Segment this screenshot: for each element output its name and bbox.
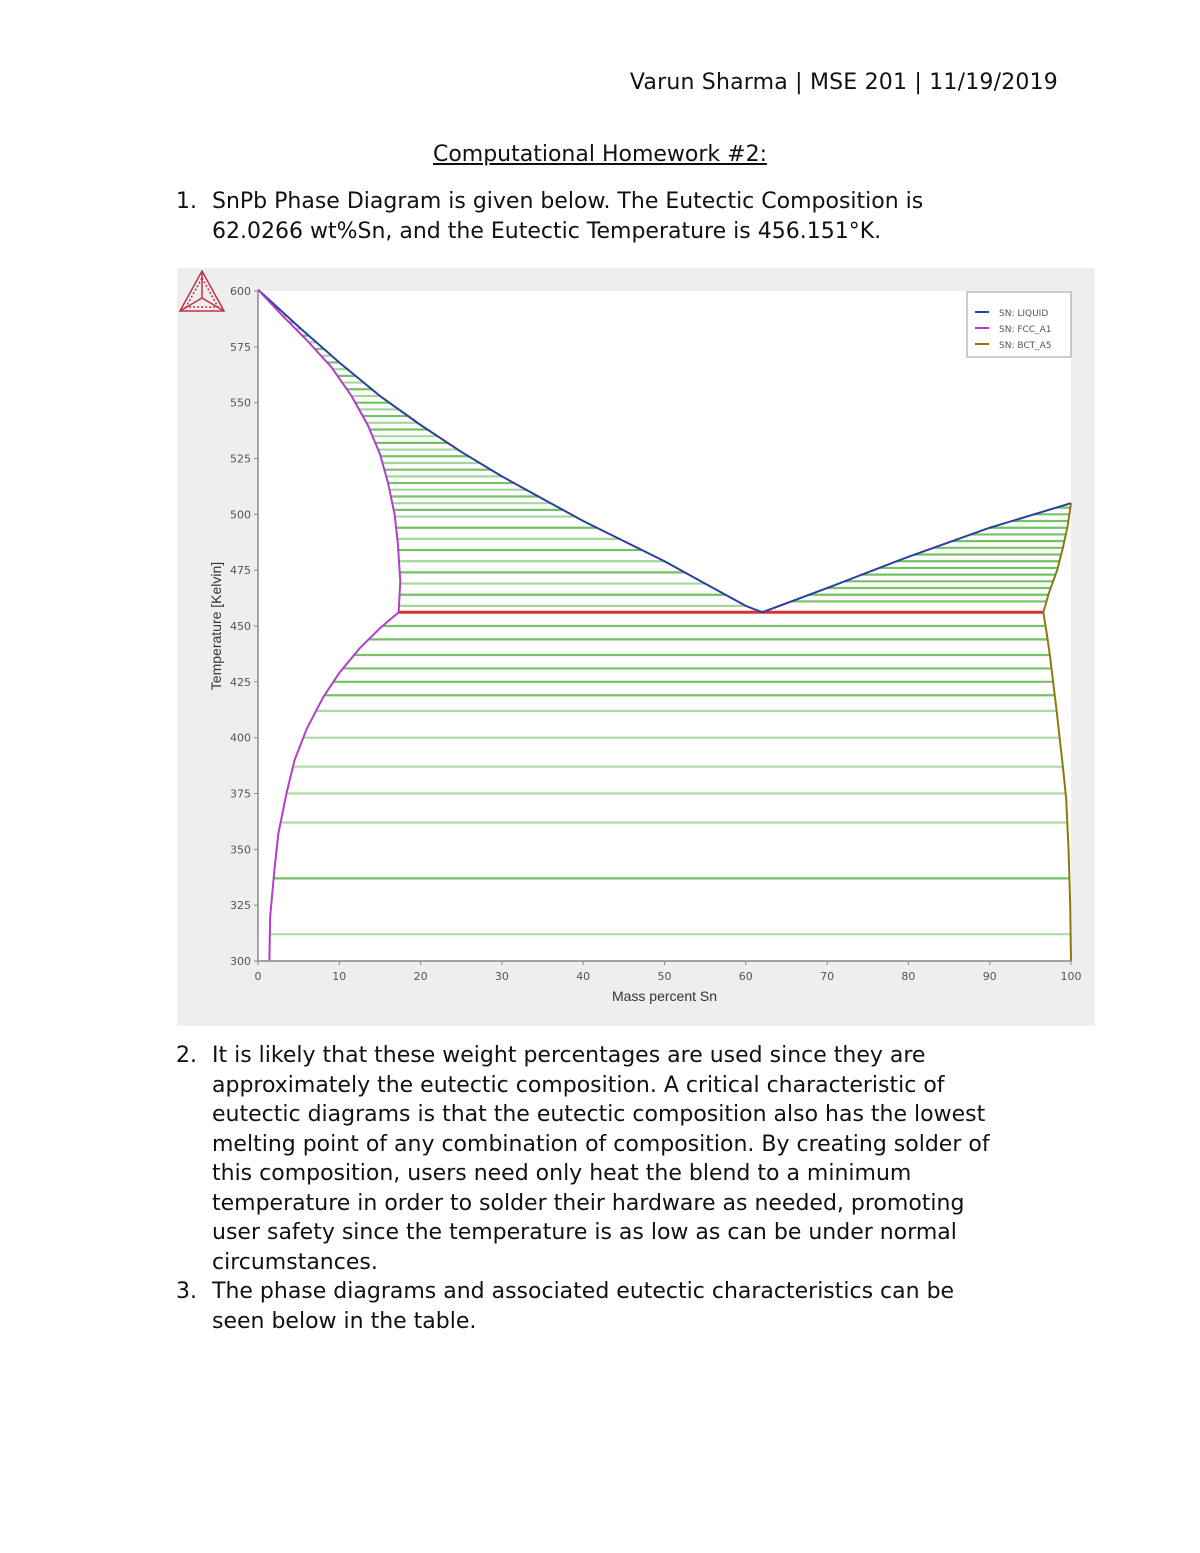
y-tick-label: 575 [230,341,251,354]
x-tick-label: 60 [739,970,753,983]
list-item-3: 3. The phase diagrams and associated eut… [176,1279,955,1334]
phase-diagram-figure: 300 325 350 375 400 425 450 475 500 525 550 575 600 0… [177,268,1095,1026]
legend-entry: SN: LIQUID [999,309,1048,319]
x-axis-label: Mass percent Sn [612,988,717,1004]
list-item-1: 1. SnPb Phase Diagram is given below. Th… [176,189,924,244]
y-tick-label: 425 [230,676,251,689]
y-axis-label: Temperature [Kelvin] [208,562,224,690]
liquidus-curve [257,288,1072,614]
bct-a5-curve [1042,503,1072,962]
y-tick-label: 325 [230,899,251,912]
y-tick-label: 475 [230,564,251,577]
thermo-calc-logo-icon [178,269,226,312]
y-tick-label: 525 [230,453,251,466]
y-tick-label: 375 [230,788,251,801]
legend-entry: SN: BCT_A5 [999,341,1052,351]
legend-entry: SN: FCC_A1 [999,325,1051,335]
page-title: Computational Homework #2: [432,142,768,167]
y-tick-label: 300 [230,955,251,968]
y-tick-label: 450 [230,620,251,633]
y-tick-label: 550 [230,397,251,410]
fcc-a1-curve [257,288,402,962]
x-tick-label: 100 [1061,970,1082,983]
x-tick-label: 70 [820,970,834,983]
y-tick-label: 500 [230,508,251,521]
legend: SN: LIQUID SN: FCC_A1 SN: BCT_A5 [966,291,1072,358]
x-tick-label: 30 [495,970,509,983]
list-item-2: 2. It is likely that these weight percen… [176,1043,990,1275]
tie-lines [263,294,1071,936]
x-tick-label: 90 [983,970,997,983]
y-tick-label: 350 [230,843,251,856]
x-tick-label: 10 [332,970,346,983]
x-tick-label: 50 [658,970,672,983]
document-header: Varun Sharma | MSE 201 | 11/19/2019 [629,70,1058,95]
y-tick-label: 400 [230,732,251,745]
y-tick-label: 600 [230,285,251,298]
x-tick-label: 40 [576,970,590,983]
x-tick-label: 0 [255,970,262,983]
phase-diagram-chart: 300 325 350 375 400 425 450 475 500 525 550 575 600 0… [208,285,1082,1004]
x-tick-label: 80 [901,970,915,983]
x-tick-label: 20 [414,970,428,983]
